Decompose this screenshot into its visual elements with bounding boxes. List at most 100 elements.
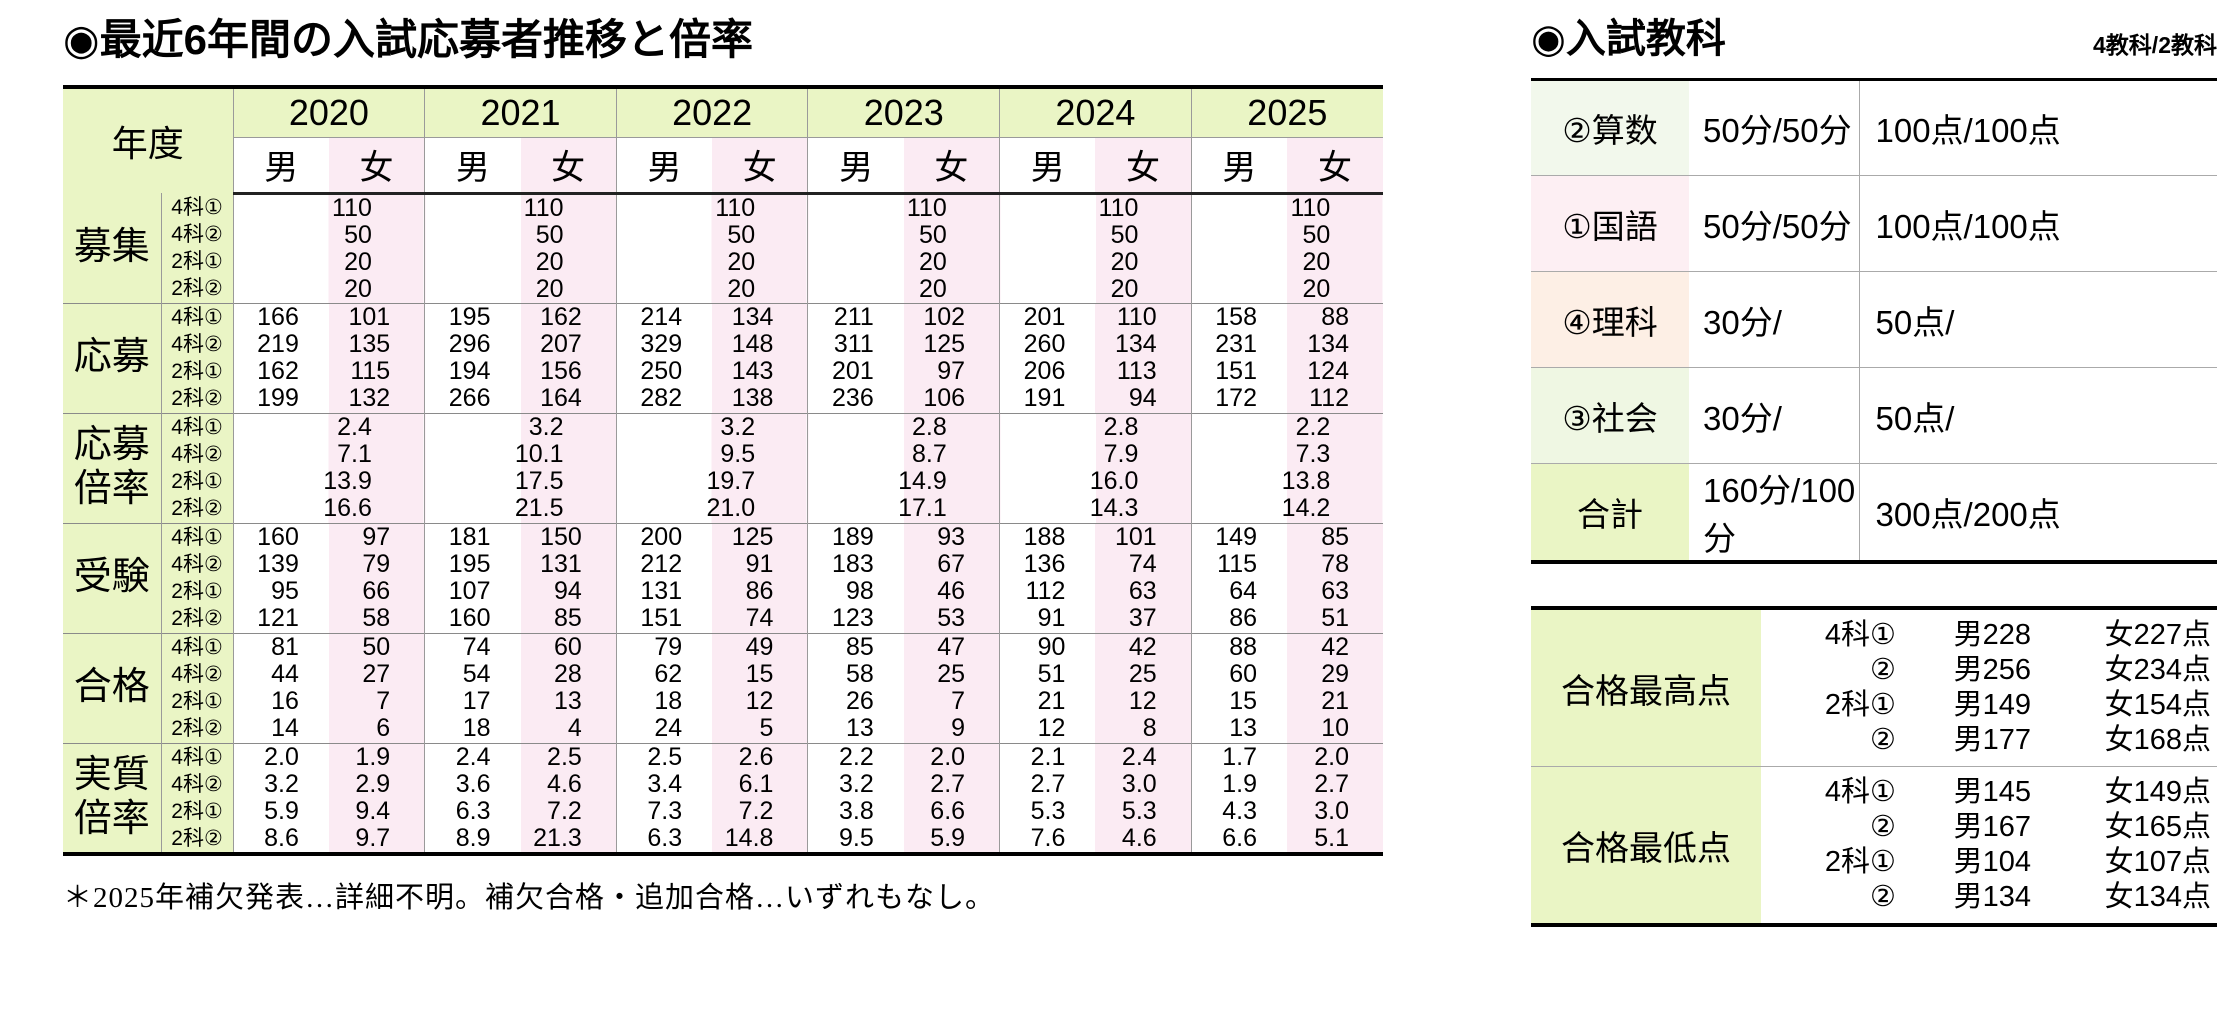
value: 113 (1116, 357, 1157, 385)
sub-label: 4科① 4科② 2科① 2科② (160, 632, 234, 743)
value: 7.2 (547, 796, 582, 825)
value: 15 (1229, 687, 1257, 715)
score-male: 男134 (1953, 881, 2031, 913)
subject-time: 50分/50分 (1689, 79, 1860, 176)
value: 207 (540, 330, 582, 358)
data-cell-male: 200 212 131 151 (615, 522, 713, 633)
score-male: 男177 (1953, 724, 2031, 756)
value: 2.1 (1030, 742, 1066, 771)
data-cell-male: 2.1 2.7 5.3 7.6 (999, 742, 1096, 854)
value: 15 (745, 660, 774, 688)
value: 8.7 (911, 440, 947, 468)
value: 20 (1302, 274, 1331, 303)
value: 329 (640, 330, 683, 358)
data-cell-female: 134 148 143 138 (712, 302, 808, 413)
data-cell-female: 101 74 63 37 (1095, 522, 1192, 633)
subject-time: 30分/ (1689, 367, 1860, 464)
value: 7.9 (1103, 440, 1139, 468)
value: 5.9 (930, 823, 966, 852)
sub-label-line: 4科① (171, 416, 223, 439)
year-header: 2022 (615, 87, 808, 138)
value: 93 (937, 523, 966, 551)
value-line: 20 (1000, 275, 1191, 303)
value-line: 110 (1000, 193, 1191, 222)
value: 160 (257, 523, 299, 551)
value: 20 (344, 247, 372, 276)
sub-label-line: 4科① (171, 195, 223, 219)
score-male: 男228 (1953, 619, 2031, 651)
value: 5.3 (1121, 796, 1157, 825)
value: 2.4 (455, 742, 491, 771)
data-cell-male: 160 139 95 121 (232, 522, 329, 633)
value: 47 (937, 633, 966, 661)
data-cell-male: 85 58 26 13 (807, 632, 904, 743)
value: 110 (1098, 193, 1139, 222)
data-cell-male: 2.0 3.2 5.9 8.6 (232, 742, 329, 854)
value: 2.9 (355, 769, 391, 798)
value-line: 19.7 (617, 468, 808, 495)
value: 54 (462, 660, 491, 688)
value: 5 (759, 714, 774, 742)
value: 9.4 (355, 796, 391, 825)
value-line: 20 (234, 247, 425, 276)
value: 91 (1037, 604, 1066, 632)
score-male: 男145 (1953, 776, 2031, 808)
value: 26 (845, 687, 874, 715)
value: 134 (1307, 330, 1349, 358)
row-label: 応募 (63, 302, 162, 413)
value: 131 (640, 577, 683, 605)
value: 8 (1142, 714, 1157, 742)
value: 211 (833, 303, 874, 331)
value: 88 (1321, 303, 1349, 331)
data-cell-male: 201 260 206 191 (999, 302, 1096, 413)
value: 18 (654, 687, 683, 715)
data-cell: 3.2 10.1 17.5 21.5 (424, 412, 617, 523)
value-line: 14.3 (1000, 495, 1191, 522)
score-category: ② (1870, 811, 1896, 843)
value: 160 (448, 604, 491, 632)
value: 6.1 (738, 769, 774, 798)
value: 67 (937, 550, 966, 578)
score-lines: 4科① 男228 女227点 ② 男256 女234点 2科① 男149 女154点 ② 男177 女… (1761, 608, 2217, 767)
value-line: 10.1 (425, 441, 616, 468)
value: 8.9 (455, 823, 491, 852)
value: 97 (362, 523, 391, 551)
value-line: 20 (617, 248, 808, 276)
value: 2.6 (738, 742, 774, 771)
table-row-募集: 募集 4科① 4科② 2科① 2科② 110 50 20 20 110 50 20 20 110 50 20 2… (63, 193, 1383, 303)
value-line: 50 (1192, 221, 1383, 249)
value: 19.7 (706, 467, 756, 495)
value-line: 9.5 (617, 441, 808, 468)
data-cell-female: 162 207 156 164 (520, 302, 617, 413)
score-label: 合格最低点 (1531, 766, 1761, 925)
value: 125 (731, 523, 774, 551)
value: 194 (448, 357, 491, 385)
sub-label-line: 2科② (171, 717, 223, 740)
data-cell-female: 60 28 13 4 (520, 632, 617, 743)
value: 7.1 (337, 440, 372, 468)
value: 149 (1215, 523, 1257, 551)
value: 90 (1037, 633, 1066, 661)
value: 236 (832, 384, 874, 412)
value-line: 13.9 (234, 468, 425, 495)
year-header: 2020 (232, 87, 425, 138)
data-cell-male: 2.4 3.6 6.3 8.9 (424, 742, 521, 854)
data-cell-male: 181 195 107 160 (424, 522, 521, 633)
value-line: 7.1 (234, 441, 425, 468)
sub-label-line: 4科② (171, 222, 223, 246)
value: 150 (540, 523, 582, 551)
year-header: 2025 (1190, 87, 1383, 138)
gender-header-female: 女 (328, 137, 425, 195)
subject-points: 100点/100点 (1875, 112, 2061, 149)
value: 2.7 (930, 769, 966, 798)
subject-points: 100点/100点 (1859, 175, 2217, 272)
value: 162 (540, 303, 582, 331)
year-corner-label: 年度 (63, 87, 234, 193)
value: 200 (640, 523, 683, 551)
value: 12 (1128, 687, 1157, 715)
data-cell: 3.2 9.5 19.7 21.0 (615, 412, 808, 523)
value: 3.8 (838, 796, 874, 825)
value: 17 (462, 687, 491, 715)
value: 95 (271, 577, 299, 605)
value: 2.0 (930, 742, 966, 771)
